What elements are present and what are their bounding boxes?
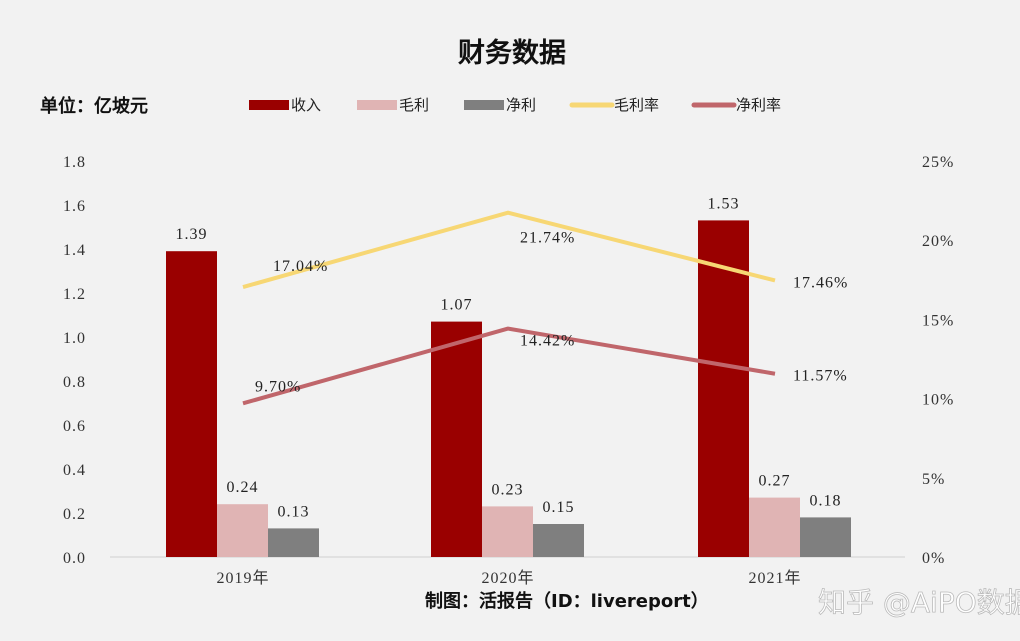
data-labels: 1.39 1.07 1.53 0.24 0.23 0.27 0.13 0.15 0.18 17.0… (176, 195, 848, 520)
y-right-tick-label: 20% (922, 233, 954, 250)
lines (242, 210, 776, 406)
bar-data-label: 0.23 (492, 481, 524, 498)
bar-data-label: 0.15 (543, 499, 575, 516)
bar-0-1 (431, 321, 482, 557)
y-left-tick-label: 0.0 (63, 550, 86, 567)
unit-label: 单位：亿坡元 (40, 95, 148, 117)
y-right-tick-label: 5% (922, 471, 945, 488)
y-left-tick-label: 0.4 (63, 462, 86, 479)
y-left-tick-label: 1.0 (63, 330, 86, 347)
y-left-tick-label: 1.4 (63, 242, 86, 259)
bar-data-label: 0.18 (810, 492, 842, 509)
bar-1-1 (482, 506, 533, 557)
line-data-label: 11.57% (793, 368, 848, 385)
x-tick-label: 2021年 (748, 569, 801, 587)
legend-swatch (464, 100, 504, 110)
line-data-label: 17.04% (273, 258, 328, 275)
legend: 收入 毛利 净利 毛利率 净利率 (249, 96, 781, 114)
y-left-tick-label: 0.2 (63, 506, 86, 523)
bar-data-label: 1.53 (708, 195, 740, 212)
chart-title: 财务数据 (458, 38, 566, 69)
line-data-label: 21.74% (520, 230, 575, 247)
bar-1-0 (217, 504, 268, 557)
x-tick-label: 2019年 (216, 569, 269, 587)
line-series-3 (242, 210, 776, 290)
y-left-tick-label: 1.6 (63, 198, 86, 215)
bar-0-0 (166, 251, 217, 557)
y-left-tick-label: 0.8 (63, 374, 86, 391)
watermark: 知乎 @AiPO数据网 (818, 586, 1020, 619)
line-series-4 (242, 326, 776, 406)
bar-data-label: 0.13 (278, 503, 310, 520)
legend-label: 收入 (291, 96, 321, 114)
line-data-label: 9.70% (255, 378, 301, 395)
bar-data-label: 0.24 (227, 479, 259, 496)
bar-data-label: 1.07 (441, 297, 473, 314)
y-left-tick-label: 0.6 (63, 418, 86, 435)
line-data-label: 14.42% (520, 333, 575, 350)
bar-1-2 (749, 497, 800, 557)
bar-2-1 (533, 524, 584, 557)
bar-data-label: 1.39 (176, 226, 208, 243)
bar-0-2 (698, 220, 749, 557)
legend-label: 净利率 (736, 96, 781, 114)
legend-label: 净利 (506, 96, 536, 114)
legend-swatch (249, 100, 289, 110)
bar-data-label: 0.27 (759, 473, 791, 490)
y-right-tick-label: 25% (922, 154, 954, 171)
x-tick-label: 2020年 (481, 569, 534, 587)
y-right-tick-label: 15% (922, 312, 954, 329)
y-right-tick-label: 0% (922, 550, 945, 567)
legend-swatch (357, 100, 397, 110)
line-data-label: 17.46% (793, 274, 848, 291)
y-left-tick-label: 1.2 (63, 286, 86, 303)
bar-2-2 (800, 517, 851, 557)
legend-label: 毛利 (399, 96, 429, 114)
bar-2-0 (268, 528, 319, 557)
bars (166, 220, 851, 557)
y-left-tick-label: 1.8 (63, 154, 86, 171)
legend-label: 毛利率 (614, 96, 659, 114)
credit-text: 制图：活报告（ID：livereport） (425, 590, 709, 612)
y-right-tick-label: 10% (922, 392, 954, 409)
